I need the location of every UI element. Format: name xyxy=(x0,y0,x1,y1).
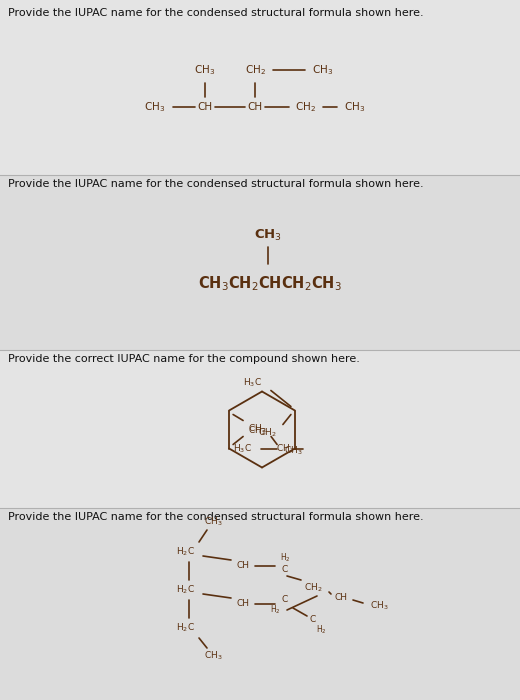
Text: CH$_2$: CH$_2$ xyxy=(244,63,266,77)
Text: H$_2$: H$_2$ xyxy=(280,552,290,564)
Text: CH$_3$: CH$_3$ xyxy=(284,444,303,456)
Text: Provide the correct IUPAC name for the compound shown here.: Provide the correct IUPAC name for the c… xyxy=(8,354,360,364)
Text: H$_3$C: H$_3$C xyxy=(233,442,252,455)
Text: H$_2$C: H$_2$C xyxy=(176,584,194,596)
Text: CH: CH xyxy=(248,102,263,112)
Text: CH$_3$: CH$_3$ xyxy=(204,516,223,528)
Text: CH$_3$: CH$_3$ xyxy=(145,100,165,114)
Text: C: C xyxy=(282,596,288,605)
Text: Provide the IUPAC name for the condensed structural formula shown here.: Provide the IUPAC name for the condensed… xyxy=(8,512,424,522)
Text: H$_2$C: H$_2$C xyxy=(176,546,194,559)
Text: CH$_3$: CH$_3$ xyxy=(344,100,366,114)
Text: CH$_2$: CH$_2$ xyxy=(294,100,316,114)
Text: CH$_2$: CH$_2$ xyxy=(248,422,266,435)
Text: CH$_2$: CH$_2$ xyxy=(248,424,266,437)
Text: CH: CH xyxy=(237,599,250,608)
Text: Provide the IUPAC name for the condensed structural formula shown here.: Provide the IUPAC name for the condensed… xyxy=(8,8,424,18)
Text: CH: CH xyxy=(334,594,347,603)
Text: H$_2$: H$_2$ xyxy=(316,624,327,636)
Text: H$_3$C: H$_3$C xyxy=(243,377,263,389)
Text: C: C xyxy=(310,615,316,624)
Text: CH$_2$: CH$_2$ xyxy=(257,426,276,439)
Text: H$_2$: H$_2$ xyxy=(270,603,280,616)
Text: CH$_2$: CH$_2$ xyxy=(304,582,322,594)
Text: CH$_3$: CH$_3$ xyxy=(370,600,388,612)
Text: CH$_3$CH$_2$CHCH$_2$CH$_3$: CH$_3$CH$_2$CHCH$_2$CH$_3$ xyxy=(198,274,342,293)
Text: CH$_3$: CH$_3$ xyxy=(254,228,282,243)
Text: CH$_3$: CH$_3$ xyxy=(313,63,334,77)
Text: CH$_3$: CH$_3$ xyxy=(194,63,216,77)
Text: CH$_3$: CH$_3$ xyxy=(204,650,223,662)
Text: CH: CH xyxy=(237,561,250,570)
Text: H$_2$C: H$_2$C xyxy=(176,622,194,634)
Text: C: C xyxy=(282,566,288,575)
Text: CH: CH xyxy=(198,102,213,112)
Text: CH$_2$: CH$_2$ xyxy=(276,442,294,455)
Text: Provide the IUPAC name for the condensed structural formula shown here.: Provide the IUPAC name for the condensed… xyxy=(8,179,424,189)
